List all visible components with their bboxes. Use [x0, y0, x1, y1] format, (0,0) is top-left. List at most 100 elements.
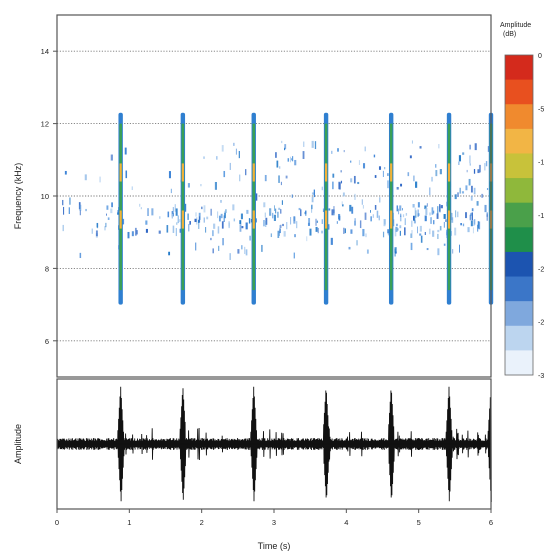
spectral-energy-speck [376, 210, 379, 218]
pulse-core [447, 123, 451, 291]
spectral-energy-speck [125, 170, 128, 179]
spectral-energy-speck [350, 178, 353, 183]
colorbar-swatch [505, 251, 533, 278]
spectral-energy-speck [467, 227, 470, 233]
colorbar-title-line2: (dB) [503, 31, 516, 38]
spectral-energy-speck [387, 173, 389, 176]
spectral-energy-speck [484, 204, 487, 213]
spectral-energy-speck [487, 146, 490, 152]
spectral-energy-speck [374, 175, 377, 178]
spectral-energy-speck [397, 228, 399, 231]
spectral-energy-speck [470, 195, 473, 201]
spectral-energy-speck [131, 231, 134, 237]
spectral-energy-speck [420, 235, 423, 243]
spectral-energy-speck [350, 160, 352, 163]
spectral-energy-speck [445, 219, 447, 222]
spectral-energy-speck [354, 193, 356, 200]
colorbar-swatch [505, 227, 533, 253]
spectral-energy-speck [457, 211, 459, 218]
spectral-energy-speck [217, 226, 220, 234]
spectral-energy-speck [265, 220, 267, 227]
spectral-energy-speck [311, 192, 315, 195]
spectral-energy-speck [321, 186, 323, 191]
spectral-energy-speck [417, 226, 418, 234]
pulse-hot-band [447, 210, 451, 229]
spectral-energy-speck [294, 234, 296, 238]
spectral-energy-speck [429, 187, 431, 196]
spectral-energy-speck [291, 194, 293, 198]
spectral-energy-speck [359, 220, 362, 229]
spectral-energy-speck [431, 207, 434, 215]
pulse-hot-band [324, 163, 328, 182]
amplitude-colorbar: Amplitude (dB) 0 -5 -1 -1 -2 -2 -3 [500, 22, 544, 380]
spectral-energy-speck [177, 215, 179, 224]
spectral-energy-speck [387, 229, 390, 234]
spectral-energy-speck [282, 223, 284, 227]
spectral-energy-speck [241, 226, 244, 229]
spectral-energy-speck [321, 230, 324, 234]
spectral-energy-speck [284, 144, 287, 150]
spectral-energy-speck [411, 220, 413, 227]
spectral-energy-speck [343, 150, 345, 153]
colorbar-tick-label: 0 [538, 53, 542, 60]
colorbar-frame [504, 54, 534, 376]
spectral-energy-speck [336, 221, 338, 224]
spectral-energy-speck [237, 249, 240, 254]
spectral-energy-speck [474, 143, 477, 151]
spectral-energy-speck [379, 197, 381, 203]
spectral-energy-speck [197, 219, 200, 223]
spectral-energy-speck [201, 206, 203, 210]
spectral-energy-speck [485, 161, 488, 167]
spectral-energy-speck [474, 219, 476, 225]
spectral-energy-speck [364, 212, 367, 220]
spectral-energy-speck [171, 213, 173, 219]
spectral-energy-speck [175, 228, 177, 237]
spectral-energy-speck [198, 216, 201, 223]
spectral-energy-speck [425, 207, 428, 215]
spectral-energy-speck [105, 222, 107, 228]
spectral-energy-speck [414, 207, 417, 215]
spectral-energy-speck [134, 227, 137, 236]
spectral-energy-speck [124, 147, 127, 155]
spectral-energy-speck [472, 227, 474, 234]
pulse-core [252, 123, 256, 291]
spectral-energy-speck [95, 230, 98, 237]
spectral-energy-speck [358, 160, 361, 165]
spectral-energy-speck [402, 208, 403, 211]
spectral-energy-speck [200, 183, 202, 187]
spectral-energy-speck [413, 220, 416, 224]
colorbar-swatch [505, 276, 533, 302]
amplitude-axis-label: Amplitude [13, 424, 23, 464]
spectral-energy-speck [293, 252, 295, 259]
spectral-energy-speck [246, 209, 249, 214]
spectral-energy-speck [184, 203, 187, 212]
spectral-energy-speck [410, 242, 413, 251]
spectral-energy-speck [307, 222, 310, 226]
spectral-energy-speck [338, 182, 341, 190]
spectral-energy-speck [265, 217, 268, 225]
spectral-energy-speck [245, 222, 248, 230]
spectral-energy-speck [424, 205, 427, 210]
spectral-energy-speck [220, 213, 223, 219]
spectral-energy-speck [287, 158, 290, 162]
spectral-energy-speck [223, 215, 225, 222]
spectral-energy-speck [354, 218, 356, 221]
colorbar-swatch [505, 55, 533, 81]
spectral-energy-speck [330, 237, 333, 245]
pulse-hot-band [390, 163, 393, 182]
spectral-energy-speck [322, 208, 325, 212]
spectral-energy-speck [477, 221, 479, 229]
spectral-energy-speck [432, 210, 435, 214]
colorbar-tick-label: -3 [538, 373, 544, 380]
spectral-energy-speck [478, 164, 481, 173]
spectral-energy-speck [417, 202, 420, 208]
spectral-energy-speck [439, 204, 441, 212]
spectral-energy-speck [459, 244, 460, 253]
spectral-energy-speck [285, 175, 288, 179]
spectrogram-gridlines [57, 50, 491, 342]
spectral-energy-speck [419, 233, 422, 236]
spectral-energy-speck [432, 230, 435, 237]
spectral-energy-speck [233, 142, 235, 146]
spectral-energy-speck [378, 215, 380, 221]
spectral-energy-speck [278, 207, 281, 210]
